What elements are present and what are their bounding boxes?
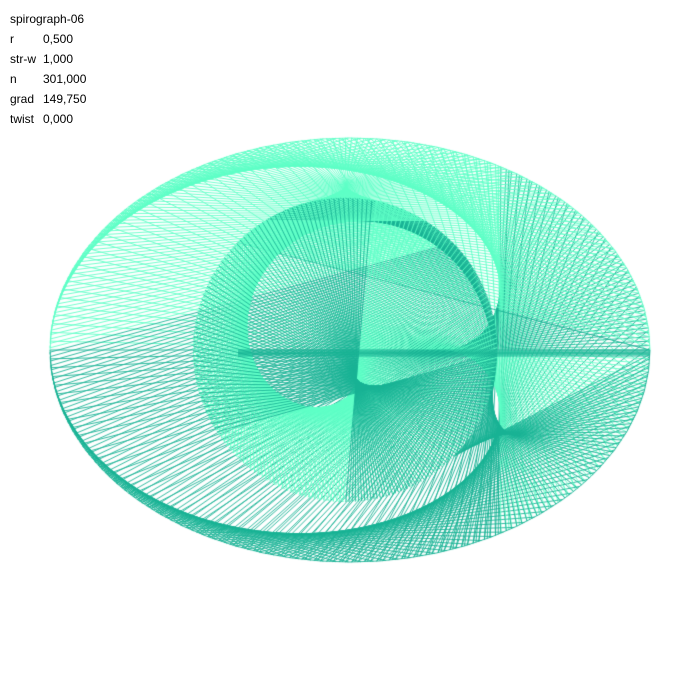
param-row-r: r 0,500 (10, 29, 86, 49)
param-row-n: n 301,000 (10, 69, 86, 89)
param-key: grad (10, 92, 35, 106)
param-key: twist (10, 112, 34, 126)
parameter-readout: spirograph-06 r 0,500 str-w 1,000 n 301,000… (10, 9, 86, 129)
param-row-twist: twist 0,000 (10, 109, 86, 129)
param-key: str-w (10, 52, 36, 66)
param-key: n (10, 72, 17, 86)
param-value: 0,500 (43, 32, 74, 46)
param-value: 301,000 (43, 72, 87, 86)
param-row-grad: grad 149,750 (10, 89, 86, 109)
param-value: 0,000 (43, 112, 74, 126)
param-key: r (10, 32, 14, 46)
param-row-str-w: str-w 1,000 (10, 49, 86, 69)
sketch-title: spirograph-06 (10, 12, 85, 26)
param-value: 149,750 (43, 92, 87, 106)
param-value: 1,000 (43, 52, 74, 66)
